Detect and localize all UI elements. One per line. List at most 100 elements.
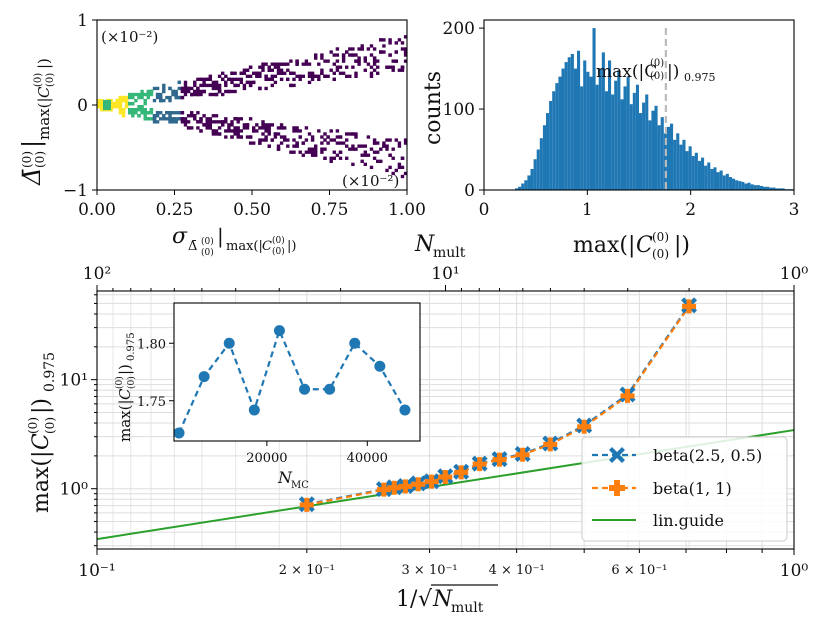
hist2d-cell (292, 126, 296, 130)
hist2d-cell (403, 59, 407, 63)
histogram-bar (651, 110, 655, 190)
top-xtick-label: 10² (83, 264, 111, 284)
hist2d-cell (180, 111, 185, 115)
hist2d-cell (335, 47, 340, 51)
hist2d-cell (109, 108, 113, 112)
hist2d-cell (326, 141, 330, 145)
inset-ytick-label: 1.80 (137, 337, 166, 352)
hist2d-cell (261, 68, 265, 72)
hist2d-cell (360, 47, 364, 51)
hist2d-cell (403, 141, 407, 145)
histogram-bar (515, 188, 519, 190)
hist2d-cell (354, 74, 358, 78)
hist2d-cell (217, 120, 222, 124)
hist2d-cell (162, 98, 166, 103)
hist2d-cell (360, 153, 364, 157)
hist2d-cell (369, 44, 374, 48)
hist2d-cell (186, 114, 191, 118)
svg-text:(0): (0) (652, 247, 669, 261)
hist2d-cell (276, 144, 281, 148)
svg-text:Δ̄: Δ̄ (18, 168, 46, 186)
hist2d-cell (261, 126, 265, 130)
hist2d-cell (273, 74, 278, 78)
hist2d-cell (177, 80, 181, 85)
hist2d-cell (385, 138, 389, 142)
hist2d-cell (276, 132, 281, 136)
histogram-bar (657, 125, 661, 190)
hist2d-cell (348, 132, 352, 136)
svg-text:N: N (277, 468, 293, 487)
histogram-bar (756, 185, 760, 190)
hist2d-cell (236, 77, 240, 82)
hist2d-cell (233, 126, 237, 130)
hist2d-cell (236, 120, 240, 124)
hist2d-cell (391, 68, 395, 72)
hist2d-cell (295, 59, 299, 63)
hist2d-cell (180, 89, 185, 94)
top-xtick-label: 10¹ (431, 264, 459, 284)
hist2d-cell (230, 123, 234, 127)
hist2d-cell (376, 159, 380, 163)
hist2d-cell (128, 92, 132, 97)
hist2d-cell (270, 77, 274, 82)
hist2d-cell (248, 80, 253, 85)
hist2d-cell (351, 65, 355, 69)
hist2d-cell (255, 129, 259, 133)
histogram-bar (660, 117, 664, 190)
hist2d-cell (345, 65, 349, 69)
hist2d-cell (307, 147, 312, 151)
hist2d-cell (403, 138, 407, 142)
hist2d-cell (131, 114, 135, 118)
hist2d-cell (397, 141, 402, 145)
hist2d-cell (363, 56, 367, 60)
hist2d-cell (202, 123, 206, 127)
hist2d-cell (152, 98, 157, 103)
hist2d-cell (341, 71, 346, 75)
hist2d-cell (376, 65, 380, 69)
hist2d-cell (304, 150, 309, 154)
hist2d-cell (221, 120, 225, 124)
histogram-bar (728, 177, 732, 190)
svg-text:0.975: 0.975 (42, 352, 58, 392)
hist2d-cell (326, 135, 330, 139)
hist2d-cell (372, 47, 377, 51)
hist2d-cell (124, 98, 129, 103)
hist2d-cell (214, 86, 219, 91)
hist2d-cell (400, 68, 405, 72)
hist2d-cell (363, 162, 367, 167)
hist2d-cell (391, 59, 395, 63)
hist2d-cell (227, 89, 231, 94)
hist2d-cell (171, 117, 175, 121)
hist2d-cell (124, 95, 129, 100)
hist2d-cell (211, 114, 216, 118)
hist2d-cell (239, 135, 243, 139)
hist2d-cell (196, 89, 200, 94)
hist2d-cell (149, 89, 154, 94)
hist2d-cell (152, 114, 157, 118)
histogram-bar (604, 91, 608, 190)
histogram-bar (567, 57, 571, 190)
svg-text:beta(1, 1): beta(1, 1) (653, 479, 732, 498)
inset-line (178, 327, 406, 434)
histogram-bar (685, 151, 689, 190)
hist2d-cell (193, 92, 197, 97)
hist2d-cell (332, 138, 336, 142)
hist2d-cell (242, 86, 247, 91)
loglog-xminor-label: 6 × 10⁻¹ (611, 563, 667, 578)
svg-text:|): |) (667, 62, 679, 82)
hist2d-y-scale-label: (×10⁻²) (101, 28, 158, 46)
hist2d-cell (199, 77, 203, 82)
hist2d-ytick-label: −1 (63, 181, 88, 201)
hist2d-cell (351, 53, 355, 57)
hist2d-cell (227, 123, 231, 127)
hist2d-cell (183, 123, 188, 127)
hist2d-cell (314, 147, 318, 151)
svg-text:max(|: max(| (116, 399, 134, 442)
hist2d-cell (152, 86, 157, 91)
hist2d-cell (264, 126, 268, 130)
svg-text:|): |) (674, 233, 690, 258)
hist2d-cell (310, 150, 315, 154)
hist2d-cell (236, 126, 240, 130)
hist2d-cell (233, 132, 237, 136)
hist2d-cell (391, 147, 395, 151)
